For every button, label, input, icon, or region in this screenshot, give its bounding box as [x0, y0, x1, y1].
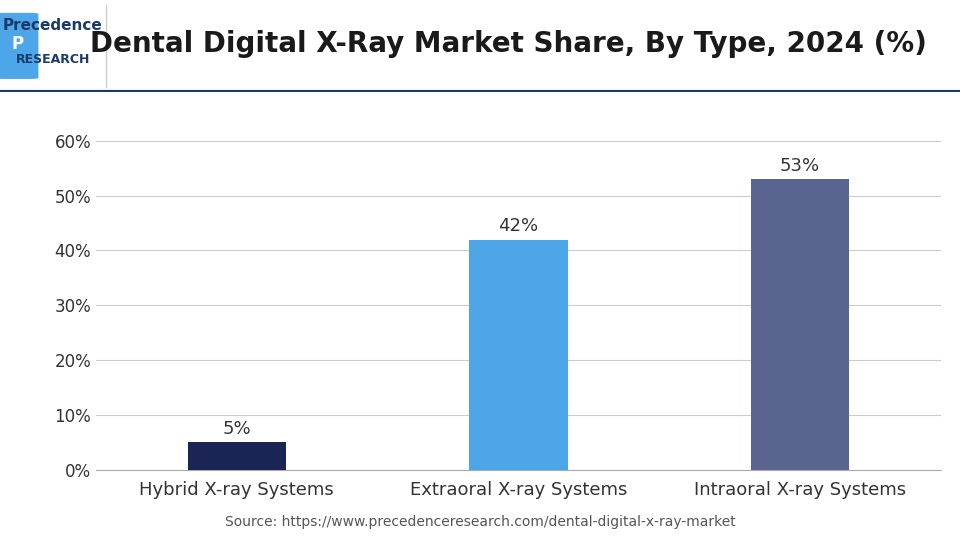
Text: P: P — [12, 35, 23, 53]
Text: Dental Digital X-Ray Market Share, By Type, 2024 (%): Dental Digital X-Ray Market Share, By Ty… — [90, 30, 927, 58]
Bar — [469, 240, 567, 470]
Text: RESEARCH: RESEARCH — [15, 53, 90, 66]
Bar — [187, 442, 286, 470]
Text: 5%: 5% — [223, 420, 252, 438]
Text: 53%: 53% — [780, 157, 820, 175]
Text: 42%: 42% — [498, 217, 539, 235]
FancyBboxPatch shape — [0, 13, 38, 79]
Text: Source: https://www.precedenceresearch.com/dental-digital-x-ray-market: Source: https://www.precedenceresearch.c… — [225, 515, 735, 529]
Text: Precedence: Precedence — [3, 18, 103, 33]
Bar — [751, 179, 850, 470]
